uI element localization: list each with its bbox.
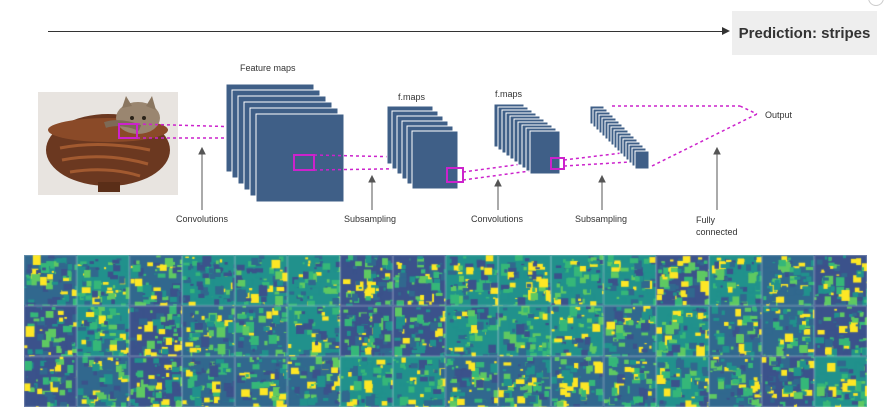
arrow-right-icon bbox=[722, 27, 730, 35]
input-image bbox=[38, 92, 178, 195]
cnn-architecture-diagram bbox=[38, 83, 758, 210]
fmaps-stack-1 bbox=[386, 105, 459, 190]
convolutions-label-2: Convolutions bbox=[471, 214, 524, 224]
fmaps-label-2: f.maps bbox=[495, 89, 523, 99]
fmaps-label-1: f.maps bbox=[398, 92, 426, 102]
prediction-arrow-line bbox=[48, 31, 724, 32]
convolutions-label-1: Convolutions bbox=[176, 214, 229, 224]
prediction-label: Prediction: stripes bbox=[732, 11, 877, 55]
feature-maps-label: Feature maps bbox=[240, 63, 296, 73]
feature-activation-grid bbox=[24, 255, 867, 407]
fmaps-1-highlight bbox=[446, 167, 464, 183]
feature-maps-stack bbox=[225, 83, 345, 203]
projection-lines-2 bbox=[313, 154, 449, 171]
fmaps-2-highlight bbox=[550, 157, 565, 170]
fully-connected-lines bbox=[612, 105, 758, 167]
subsampled-stack bbox=[589, 105, 650, 170]
projection-lines-4 bbox=[563, 151, 631, 167]
subsampling-label-1: Subsampling bbox=[344, 214, 397, 224]
activation-heatmap bbox=[24, 255, 867, 407]
fmaps-stack-2 bbox=[493, 103, 561, 175]
fmap-c-16 bbox=[634, 150, 650, 170]
output-label: Output bbox=[765, 110, 793, 120]
subsampling-label-2: Subsampling bbox=[575, 214, 628, 224]
feature-map-highlight bbox=[293, 154, 315, 171]
fmap-b-10 bbox=[529, 130, 561, 175]
feature-map-6 bbox=[255, 113, 345, 203]
fmap-a-6 bbox=[411, 130, 459, 190]
fully-connected-label: Fully connected bbox=[696, 215, 738, 237]
label-pointers bbox=[198, 146, 721, 210]
